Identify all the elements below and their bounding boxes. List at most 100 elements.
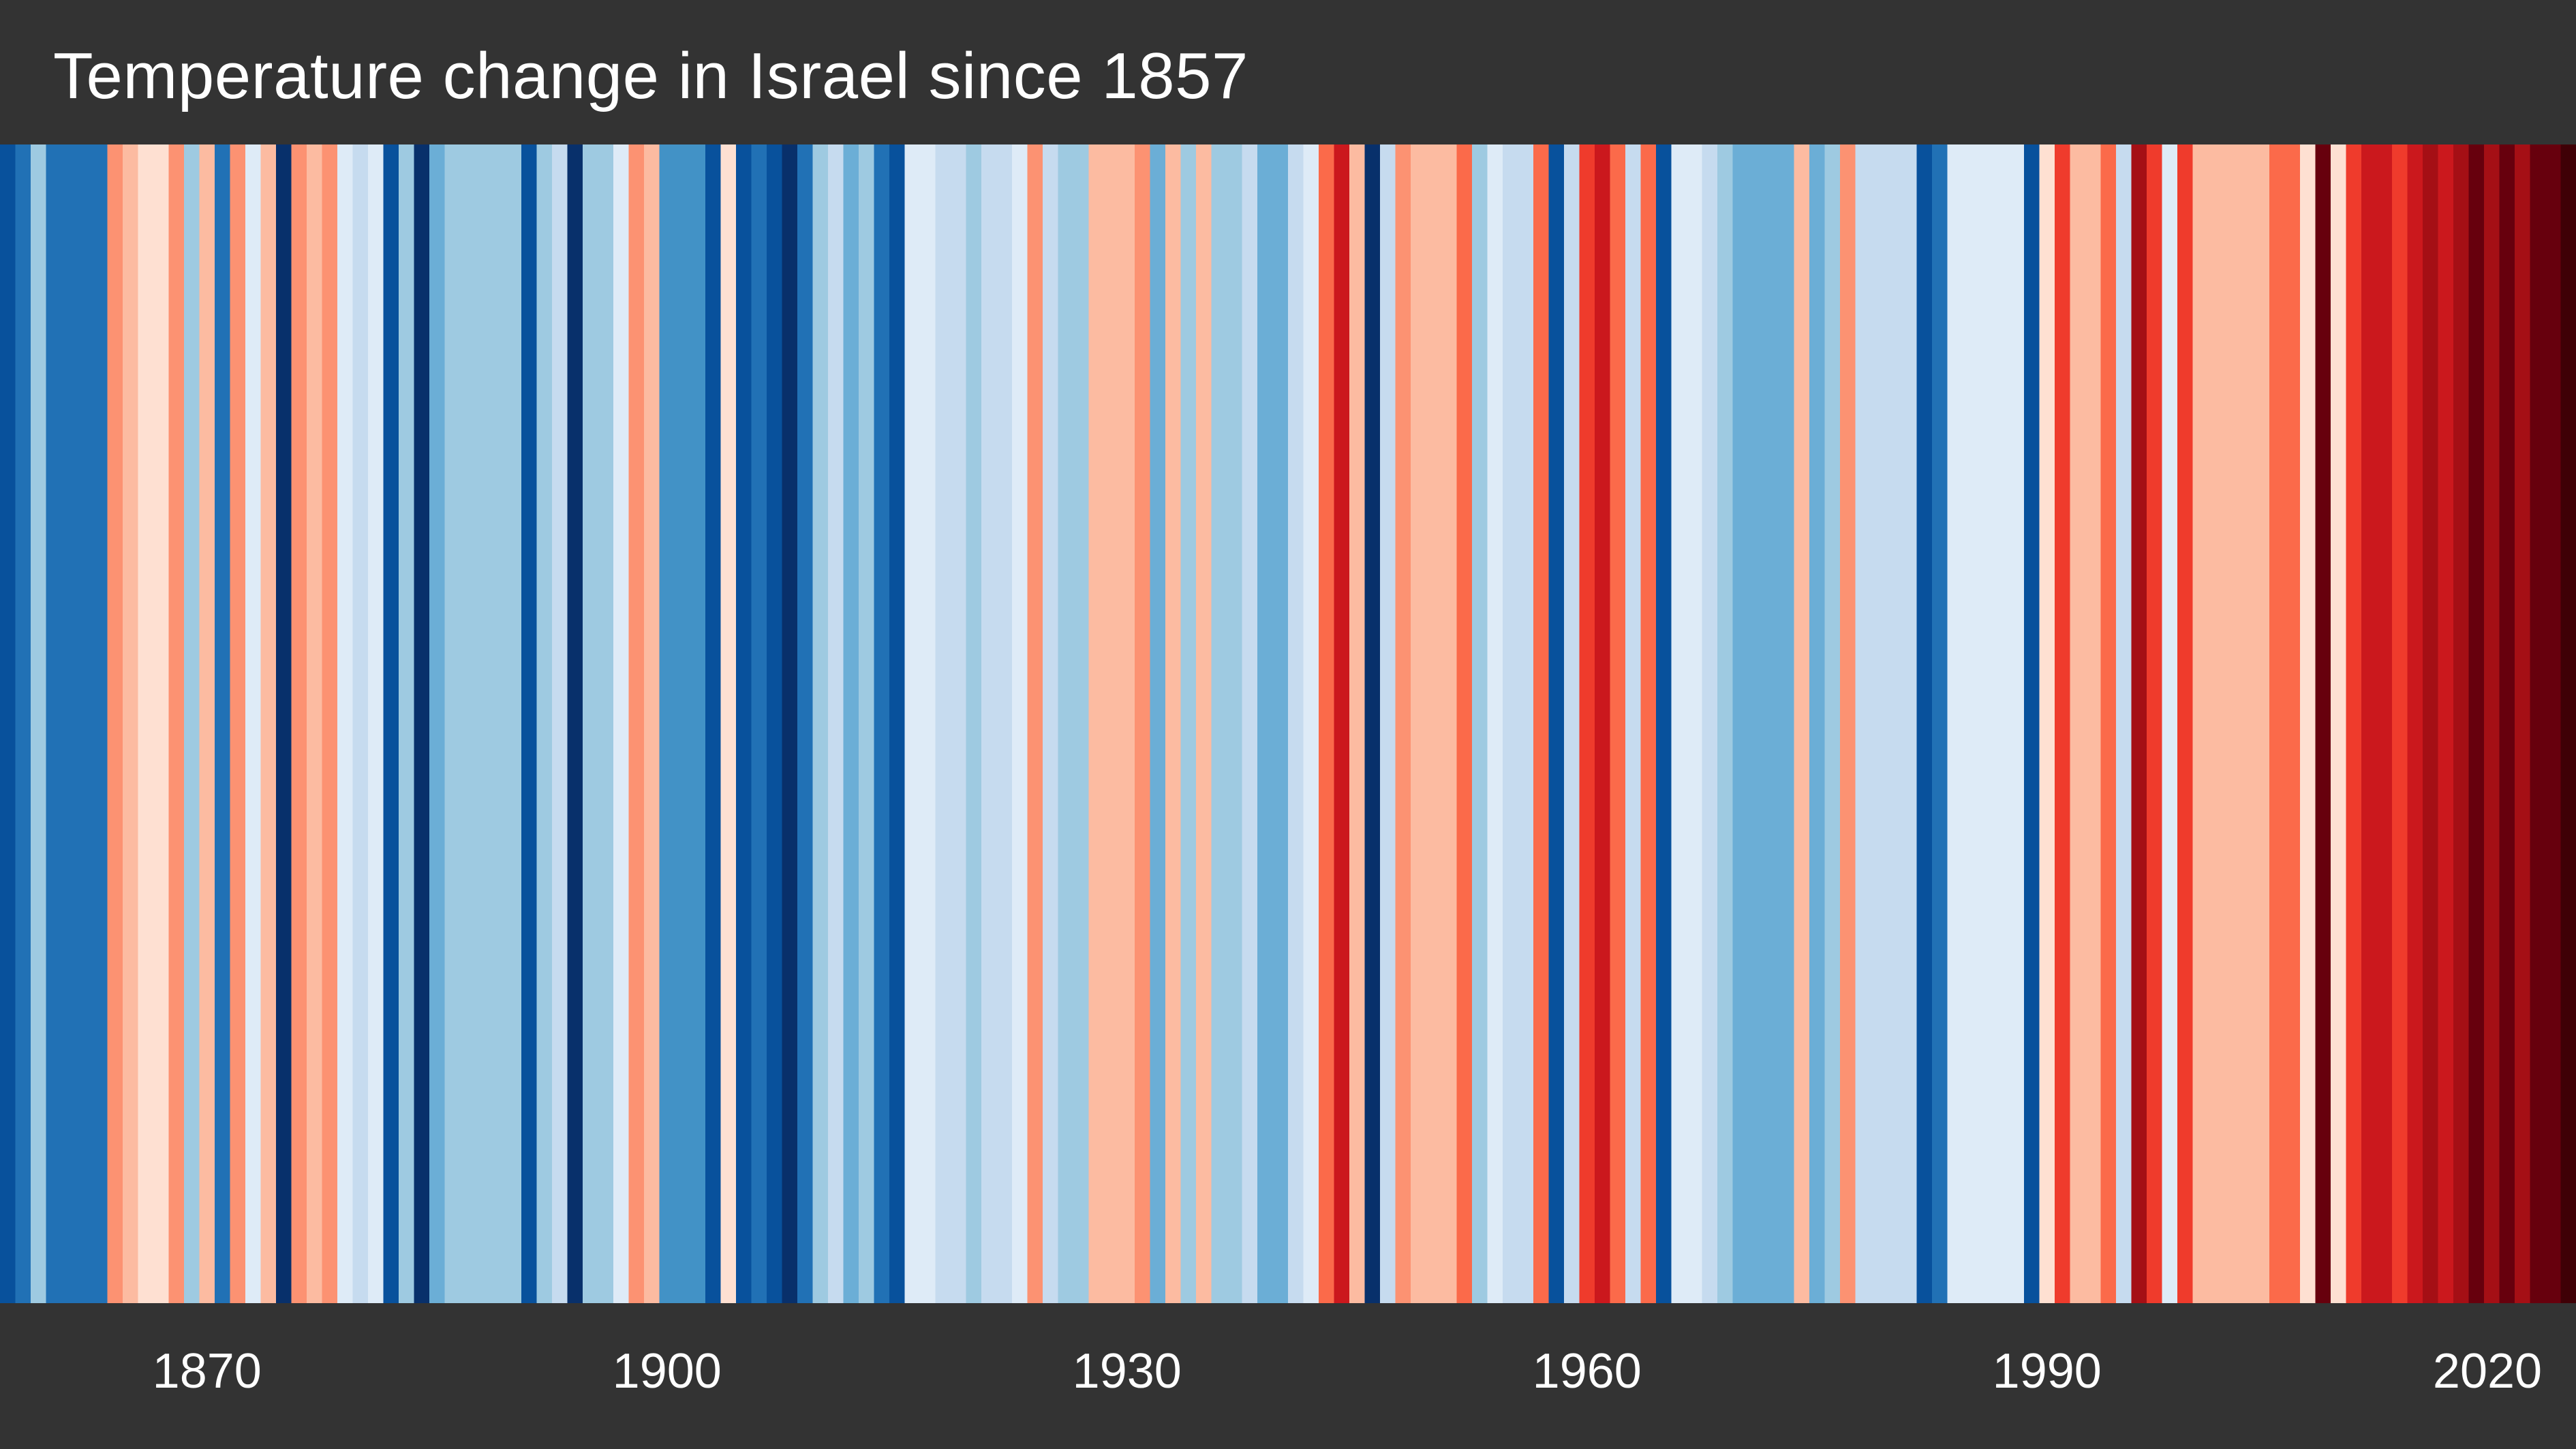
stripe-1888	[475, 144, 491, 1303]
x-tick-label: 1990	[1992, 1344, 2102, 1399]
stripe-2008	[2315, 144, 2331, 1303]
stripe-1883	[399, 144, 415, 1303]
x-tick-label: 1930	[1072, 1344, 1182, 1399]
stripe-1934	[1180, 144, 1197, 1303]
stripe-2000	[2192, 144, 2209, 1303]
stripe-1974	[1794, 144, 1810, 1303]
stripe-1877	[307, 144, 323, 1303]
stripe-1971	[1748, 144, 1764, 1303]
stripe-1910	[812, 144, 829, 1303]
stripe-1917	[920, 144, 936, 1303]
stripe-1999	[2177, 144, 2194, 1303]
stripe-1890	[506, 144, 522, 1303]
stripe-1963	[1625, 144, 1642, 1303]
stripe-1959	[1564, 144, 1580, 1303]
stripe-1933	[1165, 144, 1182, 1303]
stripe-1909	[797, 144, 814, 1303]
stripe-2023	[2545, 144, 2562, 1303]
stripe-1970	[1732, 144, 1749, 1303]
stripe-1925	[1043, 144, 1059, 1303]
stripe-1923	[1012, 144, 1028, 1303]
stripe-2003	[2239, 144, 2255, 1303]
stripe-1961	[1595, 144, 1611, 1303]
stripe-1880	[352, 144, 369, 1303]
stripe-2024	[2560, 144, 2576, 1303]
stripe-1866	[138, 144, 154, 1303]
stripe-2016	[2438, 144, 2454, 1303]
stripe-1868	[168, 144, 185, 1303]
stripe-1958	[1548, 144, 1565, 1303]
stripe-2004	[2254, 144, 2270, 1303]
x-axis: 1870 1900 1930 1960 1990 2020	[0, 1303, 2576, 1449]
stripe-1938	[1242, 144, 1258, 1303]
stripe-1988	[2008, 144, 2025, 1303]
stripe-2018	[2468, 144, 2485, 1303]
stripe-2010	[2346, 144, 2362, 1303]
stripe-2005	[2269, 144, 2286, 1303]
stripe-1932	[1150, 144, 1166, 1303]
stripe-1979	[1871, 144, 1887, 1303]
stripe-1981	[1901, 144, 1918, 1303]
stripe-1930	[1119, 144, 1135, 1303]
stripe-1994	[2100, 144, 2117, 1303]
stripe-1928	[1088, 144, 1105, 1303]
stripe-2011	[2361, 144, 2378, 1303]
stripe-1984	[1947, 144, 1963, 1303]
stripe-1865	[123, 144, 139, 1303]
stripe-1886	[444, 144, 461, 1303]
stripe-2013	[2392, 144, 2408, 1303]
stripe-1907	[767, 144, 783, 1303]
stripe-1885	[429, 144, 446, 1303]
stripe-1997	[2147, 144, 2163, 1303]
stripe-1946	[1364, 144, 1381, 1303]
stripe-2001	[2208, 144, 2224, 1303]
stripe-1964	[1640, 144, 1657, 1303]
stripe-1991	[2055, 144, 2071, 1303]
stripe-1901	[675, 144, 691, 1303]
stripe-1864	[107, 144, 123, 1303]
stripe-1931	[1135, 144, 1151, 1303]
stripe-1936	[1211, 144, 1227, 1303]
stripe-1939	[1257, 144, 1274, 1303]
stripe-1956	[1518, 144, 1534, 1303]
chart-title: Temperature change in Israel since 1857	[53, 40, 1248, 112]
stripe-1947	[1380, 144, 1396, 1303]
stripe-1902	[690, 144, 706, 1303]
stripe-1892	[536, 144, 553, 1303]
stripe-1935	[1196, 144, 1212, 1303]
stripe-1966	[1671, 144, 1687, 1303]
stripe-1859	[31, 144, 47, 1303]
stripe-1908	[782, 144, 798, 1303]
stripe-2015	[2423, 144, 2439, 1303]
stripe-1944	[1334, 144, 1350, 1303]
stripe-1915	[889, 144, 906, 1303]
stripe-1863	[92, 144, 108, 1303]
stripe-1983	[1932, 144, 1948, 1303]
stripe-1876	[291, 144, 307, 1303]
stripe-1987	[1993, 144, 2010, 1303]
stripe-1884	[414, 144, 430, 1303]
stripe-1976	[1824, 144, 1841, 1303]
stripe-1941	[1288, 144, 1304, 1303]
stripe-1873	[245, 144, 262, 1303]
stripe-2006	[2284, 144, 2301, 1303]
x-tick-label: 2020	[2432, 1344, 2543, 1399]
stripe-1978	[1855, 144, 1871, 1303]
stripe-1894	[567, 144, 583, 1303]
stripe-1898	[628, 144, 645, 1303]
stripe-1891	[521, 144, 538, 1303]
stripe-2019	[2484, 144, 2500, 1303]
stripe-1943	[1319, 144, 1335, 1303]
stripe-1911	[828, 144, 844, 1303]
stripe-1874	[260, 144, 277, 1303]
stripe-1875	[276, 144, 292, 1303]
stripe-1965	[1656, 144, 1672, 1303]
stripe-1900	[659, 144, 675, 1303]
stripe-1857	[0, 144, 16, 1303]
stripe-1986	[1978, 144, 1994, 1303]
stripe-1982	[1916, 144, 1933, 1303]
stripe-1969	[1717, 144, 1734, 1303]
stripe-2022	[2530, 144, 2546, 1303]
stripe-2017	[2453, 144, 2470, 1303]
stripe-1955	[1503, 144, 1519, 1303]
